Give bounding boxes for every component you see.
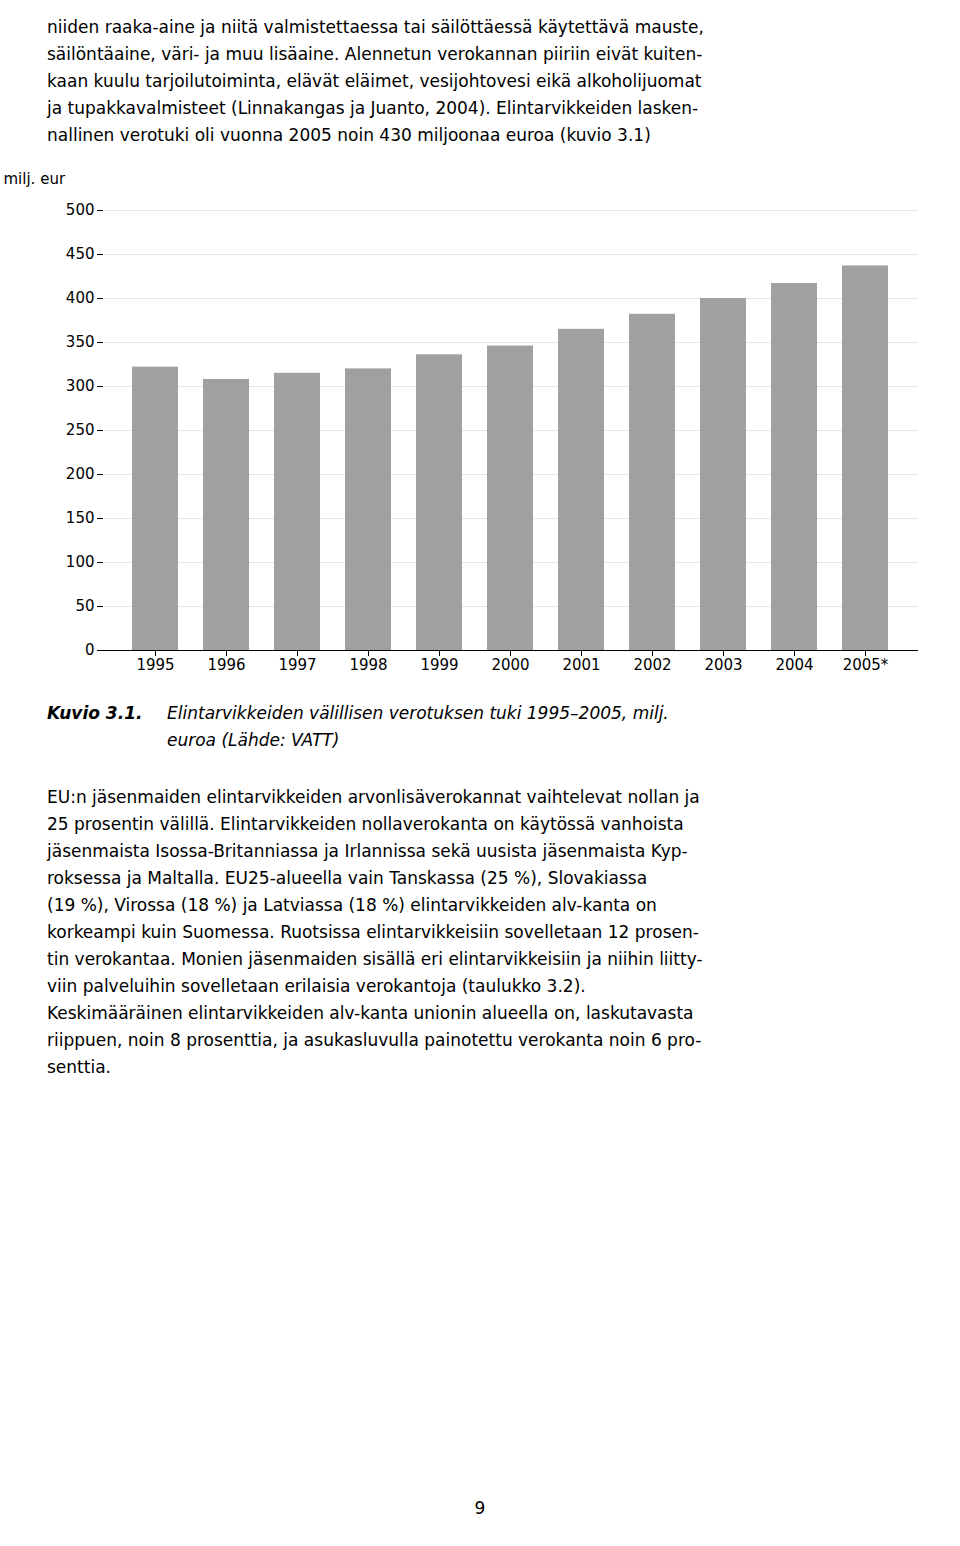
html-text:EU:n jäsenmaiden elintarvikkei: EU:n jäsenmaiden elintarvikkeiden arvonl… — [47, 787, 700, 807]
html-text:(19 %), Virossa (18 %) ja Latv: (19 %), Virossa (18 %) ja Latviassa (18 … — [47, 895, 657, 915]
html-text:ja tupakkavalmisteet (Linnakan: ja tupakkavalmisteet (Linnakangas ja Jua… — [47, 98, 699, 118]
svg-text:2005*: 2005* — [843, 656, 889, 674]
html-text:jäsenmaista Isossa-Britanniass: jäsenmaista Isossa-Britanniassa ja Irlan… — [47, 841, 688, 861]
html-text:riippuen, noin 8 prosenttia, j: riippuen, noin 8 prosenttia, ja asukaslu… — [47, 1030, 702, 1050]
svg-text:2002: 2002 — [633, 656, 671, 674]
svg-text:2004: 2004 — [775, 656, 813, 674]
svg-text:1995: 1995 — [136, 656, 174, 674]
svg-text:100: 100 — [66, 553, 95, 571]
svg-text:450: 450 — [66, 245, 95, 263]
svg-text:300: 300 — [66, 377, 95, 395]
svg-text:350: 350 — [66, 333, 95, 351]
svg-text:50: 50 — [75, 597, 94, 615]
html-text:9: 9 — [474, 1498, 486, 1518]
html-text:senttia.: senttia. — [47, 1057, 111, 1077]
html-text:Keskimääräinen elintarvikkeide: Keskimääräinen elintarvikkeiden alv-kant… — [47, 1003, 694, 1023]
html-text:euroa (Lähde: VATT): euroa (Lähde: VATT) — [167, 730, 340, 750]
svg-text:400: 400 — [66, 289, 95, 307]
html-text:Elintarvikkeiden välillisen ve: Elintarvikkeiden välillisen verotuksen t… — [167, 703, 669, 723]
html-text:kaan kuulu tarjoilutoiminta, e: kaan kuulu tarjoilutoiminta, elävät eläi… — [47, 71, 702, 91]
html-text:tin verokantaa. Monien jäsenma: tin verokantaa. Monien jäsenmaiden sisäl… — [47, 949, 703, 969]
svg-text:2001: 2001 — [562, 656, 600, 674]
svg-text:150: 150 — [66, 509, 95, 527]
html-text:säilöntäaine, väri- ja muu lis: säilöntäaine, väri- ja muu lisäaine. Ale… — [47, 44, 703, 64]
html-text:nallinen verotuki oli vuonna 2: nallinen verotuki oli vuonna 2005 noin 4… — [47, 125, 651, 145]
svg-text:2000: 2000 — [491, 656, 529, 674]
svg-text:1998: 1998 — [349, 656, 387, 674]
html-text:korkeampi kuin Suomessa. Ruots: korkeampi kuin Suomessa. Ruotsissa elint… — [47, 922, 699, 942]
html-text:niiden raaka-aine ja niitä val: niiden raaka-aine ja niitä valmistettaes… — [47, 17, 704, 37]
svg-text:0: 0 — [85, 641, 95, 659]
svg-text:1999: 1999 — [420, 656, 458, 674]
html-text:roksessa ja Maltalla. EU25-alu: roksessa ja Maltalla. EU25-alueella vain… — [47, 868, 648, 888]
svg-text:milj. eur: milj. eur — [4, 170, 66, 188]
svg-text:200: 200 — [66, 465, 95, 483]
html-text:viin palveluihin sovelletaan e: viin palveluihin sovelletaan erilaisia v… — [47, 976, 586, 996]
html-text:Kuvio 3.1.: Kuvio 3.1. — [47, 703, 143, 723]
svg-text:250: 250 — [66, 421, 95, 439]
svg-text:1997: 1997 — [278, 656, 316, 674]
svg-text:2003: 2003 — [704, 656, 742, 674]
html-text:25 prosentin välillä. Elintarv: 25 prosentin välillä. Elintarvikkeiden n… — [47, 814, 684, 834]
svg-text:500: 500 — [66, 201, 95, 219]
svg-text:1996: 1996 — [207, 656, 245, 674]
